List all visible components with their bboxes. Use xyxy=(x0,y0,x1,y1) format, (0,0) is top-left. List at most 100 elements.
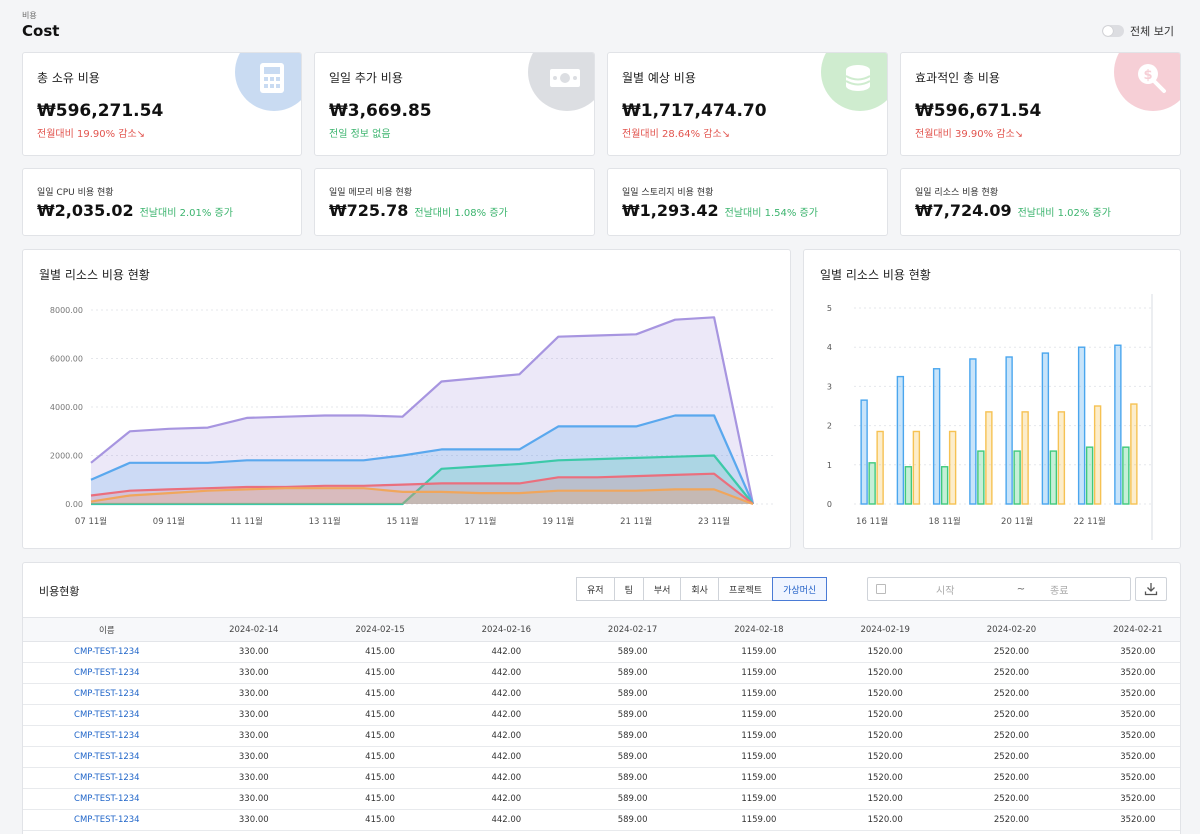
monthly-area-chart: 0.00 2000.00 4000.00 6000.00 8000.00 07 11월 09… xyxy=(50,306,773,527)
cost-cell: 3520.00 xyxy=(1074,788,1180,810)
bar xyxy=(912,430,921,505)
kpi-change-note: 전월대비 39.90% 감소↘ xyxy=(915,129,1024,140)
kpi-change-note: 전일 정보 없음 xyxy=(329,129,391,140)
series-line xyxy=(90,487,754,506)
vm-name-link[interactable]: CMP-TEST-1234 xyxy=(23,662,191,684)
filter-company-button[interactable]: 회사 xyxy=(680,577,719,601)
cost-cell: 415.00 xyxy=(316,704,444,726)
svg-text:$: $ xyxy=(1143,68,1152,83)
kpi-card-daily-added: 일일 추가 비용 ₩3,669.85 전일 정보 없음 xyxy=(314,52,595,156)
bar xyxy=(1114,344,1122,505)
date-range-picker[interactable]: 시작 ~ 종료 xyxy=(867,577,1131,601)
cost-cell: 2520.00 xyxy=(948,725,1075,747)
daily-chart-title: 일별 리소스 비용 현황 xyxy=(820,268,931,282)
cost-cell: 1159.00 xyxy=(695,683,823,705)
x-tick-label: 13 11월 xyxy=(309,516,341,527)
table-row: CMP-TEST-1234 330.00 415.00 442.00 589.00 115… xyxy=(23,662,1180,684)
series-line xyxy=(91,454,754,506)
column-header-date: 2024-02-16 xyxy=(443,617,570,642)
kpi-label: 월별 예상 비용 xyxy=(622,71,696,85)
table-row: CMP-TEST-1234 330.00 415.00 442.00 589.00 115… xyxy=(23,809,1180,831)
series-area xyxy=(91,317,753,504)
y-tick-label: 1 xyxy=(827,461,832,470)
daily-label: 일일 메모리 비용 현황 xyxy=(329,188,413,198)
breadcrumb: 비용 xyxy=(22,11,37,20)
table-header-row: 이름 2024-02-14 2024-02-15 2024-02-16 2024-02-… xyxy=(23,617,1180,642)
table-row: CMP-TEST-1234 330.00 415.00 442.00 589.00 115… xyxy=(23,725,1180,747)
vm-name-link[interactable]: CMP-TEST-1234 xyxy=(23,683,191,705)
bar xyxy=(948,430,957,505)
bar xyxy=(1130,403,1138,505)
monthly-chart-card: 월별 리소스 비용 현황 0.00 2000.00 4000.00 6000.00 80… xyxy=(22,249,791,549)
cost-cell: 1520.00 xyxy=(822,683,949,705)
vm-name-link[interactable]: CMP-TEST-1234 xyxy=(23,641,191,663)
cost-cell: 415.00 xyxy=(316,683,444,705)
column-header-date: 2024-02-21 xyxy=(1074,617,1180,642)
vm-name-link[interactable]: CMP-TEST-1234 xyxy=(23,788,191,810)
cost-cell: 1520.00 xyxy=(822,767,949,789)
cost-cell: 3520.00 xyxy=(1074,662,1180,684)
series-line xyxy=(90,414,755,505)
bar xyxy=(876,430,884,505)
cost-cell: 415.00 xyxy=(316,788,444,810)
cost-cell: 2520.00 xyxy=(948,641,1075,663)
table-row: CMP-TEST-1234 330.00 415.00 442.00 589.00 115… xyxy=(23,683,1180,705)
download-button[interactable] xyxy=(1135,577,1167,601)
x-tick-label: 18 11월 xyxy=(929,516,961,527)
daily-change-note: 전날대비 1.54% 증가 xyxy=(724,208,818,219)
cost-cell: 2520.00 xyxy=(948,704,1075,726)
filter-team-button[interactable]: 팀 xyxy=(613,577,644,601)
cost-cell: 1159.00 xyxy=(695,641,823,663)
date-end-input[interactable]: 종료 xyxy=(1050,585,1069,597)
cost-cell: 330.00 xyxy=(190,767,317,789)
filter-project-button[interactable]: 프로젝트 xyxy=(717,577,774,601)
daily-card-cpu: 일일 CPU 비용 현황 ₩2,035.02 전날대비 2.01% 증가 xyxy=(22,168,302,236)
x-tick-label: 15 11월 xyxy=(386,516,418,527)
daily-bar-chart: 0 1 2 3 4 5 16 11월 18 11월 20 11월 22 11월 xyxy=(827,294,1154,540)
cost-cell: 415.00 xyxy=(316,725,444,747)
cost-cell: 442.00 xyxy=(443,746,570,768)
bar xyxy=(1085,446,1094,505)
date-start-input[interactable]: 시작 xyxy=(936,585,955,597)
cost-cell: 442.00 xyxy=(443,788,570,810)
series-area xyxy=(91,488,753,504)
y-tick-label: 3 xyxy=(827,382,832,391)
x-tick-label: 21 11월 xyxy=(620,516,652,527)
column-header-date: 2024-02-15 xyxy=(316,617,444,642)
x-tick-label: 23 11월 xyxy=(698,516,730,527)
column-header-date: 2024-02-14 xyxy=(190,617,317,642)
bar xyxy=(896,375,905,505)
monthly-chart-title: 월별 리소스 비용 현황 xyxy=(39,268,150,282)
cost-table: 이름 2024-02-14 2024-02-15 2024-02-16 2024-02-… xyxy=(23,617,1180,831)
vm-name-link[interactable]: CMP-TEST-1234 xyxy=(23,809,191,831)
vm-name-link[interactable]: CMP-TEST-1234 xyxy=(23,746,191,768)
vm-name-link[interactable]: CMP-TEST-1234 xyxy=(23,704,191,726)
series-line xyxy=(90,472,754,505)
table-row: CMP-TEST-1234 330.00 415.00 442.00 589.00 115… xyxy=(23,788,1180,810)
filter-segmented-control: 유저 팀 부서 회사 프로젝트 가상머신 xyxy=(576,577,828,601)
cost-cell: 2520.00 xyxy=(948,788,1075,810)
x-tick-label: 19 11월 xyxy=(542,516,574,527)
filter-user-button[interactable]: 유저 xyxy=(576,577,615,601)
column-header-date: 2024-02-19 xyxy=(822,617,949,642)
daily-label: 일일 스토리지 비용 현황 xyxy=(622,188,714,198)
page-title: Cost xyxy=(22,22,60,40)
daily-card-resource: 일일 리소스 비용 현황 ₩7,724.09 전날대비 1.02% 증가 xyxy=(900,168,1181,236)
x-tick-label: 09 11월 xyxy=(153,516,185,527)
x-tick-label: 11 11월 xyxy=(231,516,263,527)
cost-cell: 442.00 xyxy=(443,725,570,747)
filter-vm-button[interactable]: 가상머신 xyxy=(772,577,828,601)
cost-cell: 330.00 xyxy=(190,788,317,810)
x-tick-label: 20 11월 xyxy=(1001,516,1033,527)
vm-name-link[interactable]: CMP-TEST-1234 xyxy=(23,767,191,789)
toggle-switch[interactable] xyxy=(1102,25,1125,37)
x-tick-label: 22 11월 xyxy=(1074,516,1106,527)
filter-department-button[interactable]: 부서 xyxy=(642,577,682,601)
vm-name-link[interactable]: CMP-TEST-1234 xyxy=(23,725,191,747)
kpi-card-total-ownership: 총 소유 비용 ₩596,271.54 전월대비 19.90% 감소↘ xyxy=(22,52,302,156)
daily-label: 일일 리소스 비용 현황 xyxy=(915,188,999,198)
cash-icon xyxy=(528,53,594,111)
calendar-icon xyxy=(876,584,886,594)
cost-cell: 415.00 xyxy=(316,746,444,768)
view-all-toggle[interactable]: 전체 보기 xyxy=(1102,23,1174,39)
